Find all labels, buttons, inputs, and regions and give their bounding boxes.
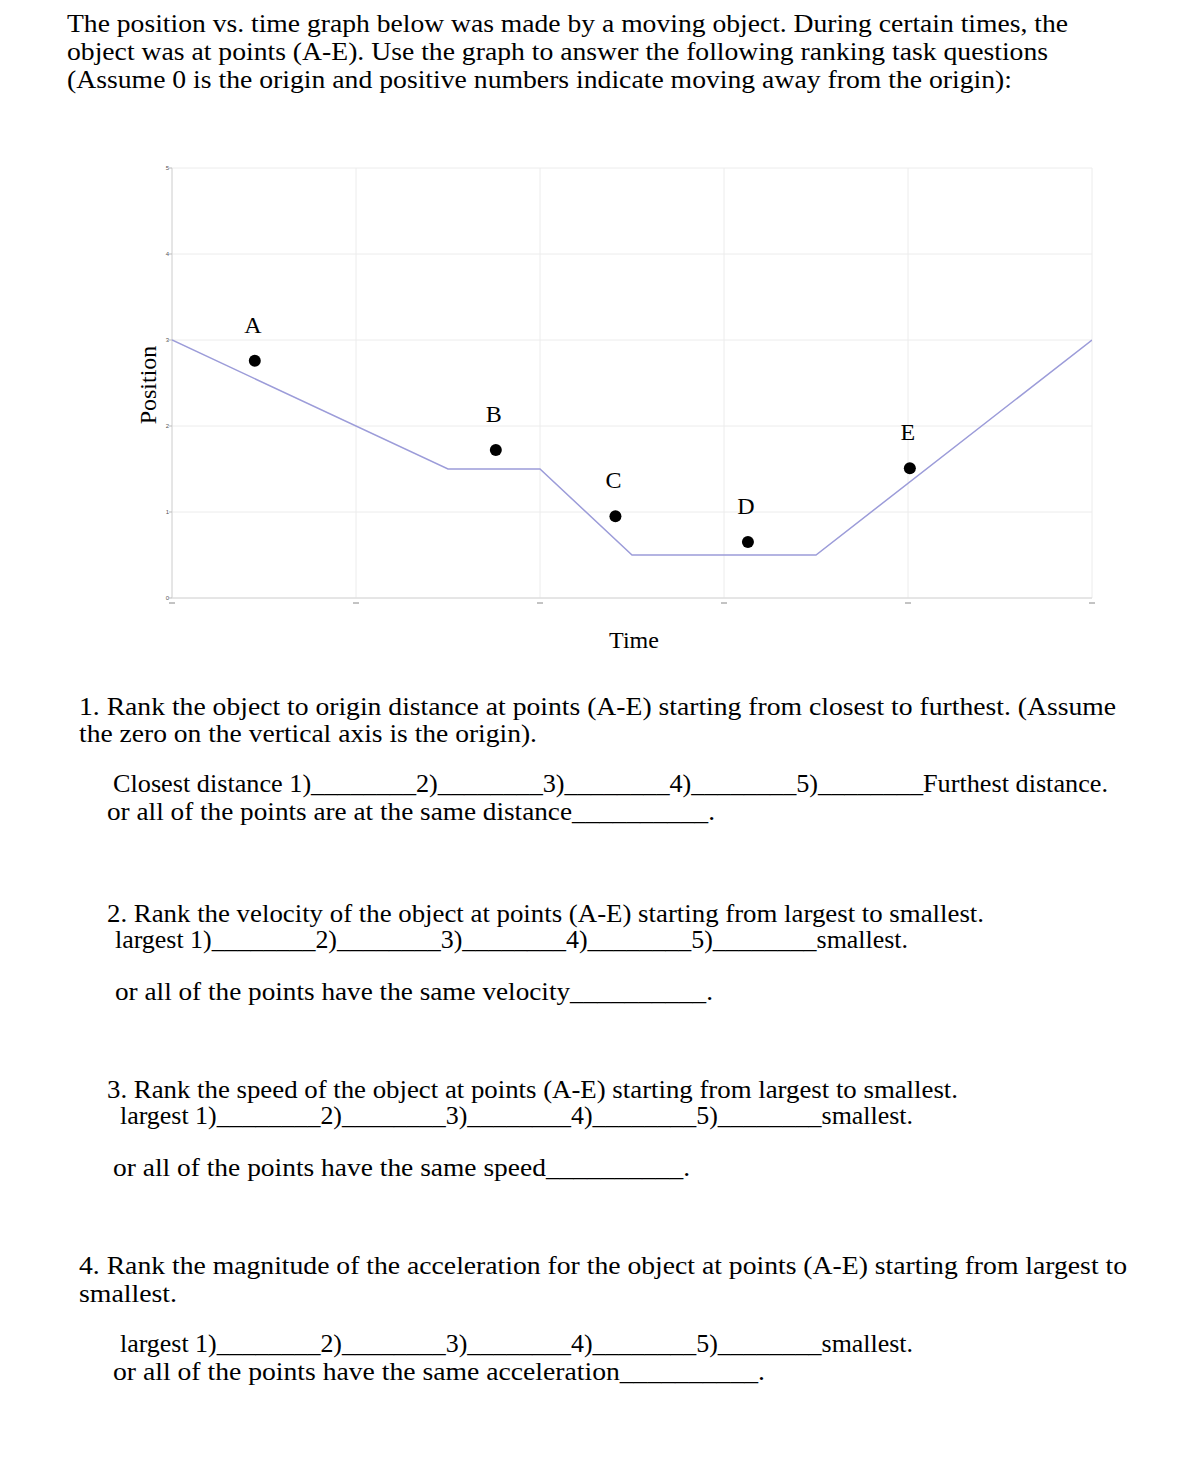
marks (172, 340, 1092, 555)
intro-line: (Assume 0 is the origin and positive num… (67, 65, 1012, 94)
same-option: or all of the points have the same veloc… (115, 978, 713, 1005)
ranking-blanks: largest 1)________2)________3)________4)… (120, 1330, 913, 1358)
y-axis-line (172, 168, 173, 598)
point-dot (490, 444, 502, 456)
x-grid-line (540, 168, 541, 598)
point-label: B (486, 401, 502, 427)
same-option: or all of the points have the same speed… (113, 1154, 690, 1181)
y-grid-line (172, 426, 1092, 427)
point-label: A (244, 312, 262, 338)
page: {"intro": ["The position vs. time graph … (0, 0, 1200, 1483)
point-dot (742, 536, 754, 548)
point-dot (904, 462, 916, 474)
x-tick (537, 603, 543, 604)
question: 3. Rank the speed of the object at point… (107, 1076, 958, 1181)
question: 2. Rank the velocity of the object at po… (107, 900, 984, 1005)
y-tick (169, 340, 172, 341)
point-dot (609, 510, 621, 522)
ranking-blanks: largest 1)________2)________3)________4)… (115, 926, 908, 954)
point-dot (249, 355, 261, 367)
question-prompt: smallest. (79, 1280, 177, 1307)
y-grid-line (172, 512, 1092, 513)
y-grid-line (172, 168, 1092, 169)
y-tick-label: 0 (166, 595, 170, 601)
x-grid-line (724, 168, 725, 598)
x-grid-line (908, 168, 909, 598)
x-tick (1089, 603, 1095, 604)
x-grid-line (356, 168, 357, 598)
y-tick-label: 2 (166, 423, 170, 429)
y-tick-label: 3 (166, 337, 170, 343)
point-label: C (605, 467, 621, 493)
y-tick (169, 426, 172, 427)
y-tick (169, 598, 172, 599)
y-tick-label: 5 (166, 165, 170, 171)
x-axis-label: Time (609, 627, 659, 653)
page-canvas: The position vs. time graph below was ma… (0, 0, 1200, 1483)
x-axis-line (172, 598, 1092, 599)
question-prompt: the zero on the vertical axis is the ori… (79, 720, 537, 748)
y-grid-line (172, 254, 1092, 255)
intro-line: object was at points (A-E). Use the grap… (67, 37, 1048, 66)
x-tick (905, 603, 911, 604)
point-label: E (901, 419, 916, 445)
same-option: or all of the points have the same accel… (113, 1358, 765, 1385)
x-tick (721, 603, 727, 604)
x-grid-line (172, 168, 173, 598)
y-grid-line (172, 598, 1092, 599)
y-grid-line (172, 340, 1092, 341)
question-prompt: 3. Rank the speed of the object at point… (107, 1076, 958, 1104)
y-tick-label: 1 (166, 509, 170, 515)
y-tick (169, 254, 172, 255)
question-prompt: 4. Rank the magnitude of the acceleratio… (79, 1252, 1127, 1280)
chart: 0 1 2 3 4 5 Position Time A B C D E (135, 165, 1095, 653)
y-axis-label: Position (135, 346, 161, 425)
question: 1. Rank the object to origin distance at… (79, 693, 1116, 825)
y-tick (169, 168, 172, 169)
x-tick (169, 603, 175, 604)
ranking-blanks: Closest distance 1)________2)________3)_… (113, 770, 1108, 798)
question: 4. Rank the magnitude of the acceleratio… (79, 1252, 1127, 1385)
intro-line: The position vs. time graph below was ma… (67, 9, 1068, 38)
question-prompt: 2. Rank the velocity of the object at po… (107, 900, 984, 928)
x-tick (353, 603, 359, 604)
y-tick-label: 4 (166, 251, 170, 257)
x-grid-line (1092, 168, 1093, 598)
point-label: D (737, 493, 754, 519)
position-line (172, 340, 1092, 555)
y-tick (169, 512, 172, 513)
ranking-blanks: largest 1)________2)________3)________4)… (120, 1102, 913, 1130)
same-option: or all of the points are at the same dis… (107, 798, 715, 825)
question-prompt: 1. Rank the object to origin distance at… (79, 693, 1116, 721)
